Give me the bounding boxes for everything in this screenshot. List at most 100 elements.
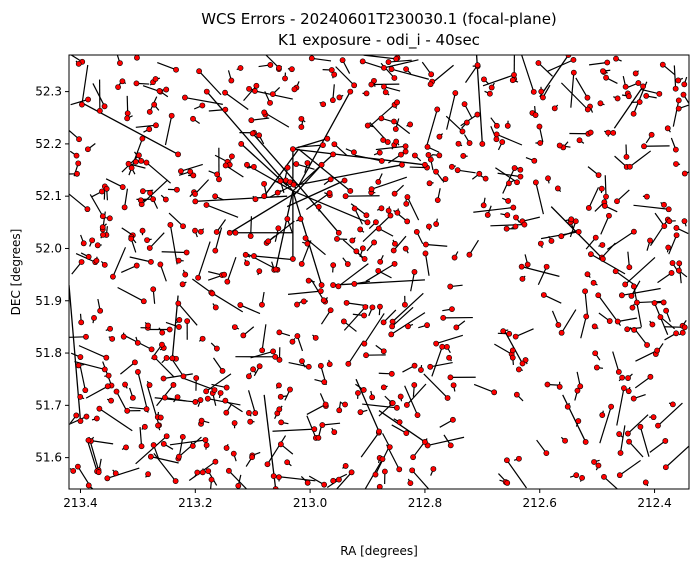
source-point	[148, 346, 155, 353]
source-point	[89, 237, 96, 244]
source-point	[506, 330, 513, 337]
error-vector	[589, 61, 608, 66]
error-vector	[128, 163, 146, 169]
source-point	[649, 321, 656, 328]
plot-area	[69, 55, 689, 489]
source-point	[364, 219, 371, 226]
source-point	[427, 156, 434, 163]
error-vector	[120, 361, 136, 375]
source-point	[353, 248, 360, 255]
source-point	[246, 85, 252, 92]
source-point	[509, 77, 516, 84]
source-point	[100, 231, 106, 238]
source-point	[599, 242, 606, 248]
error-vector	[521, 266, 560, 277]
source-point	[203, 388, 210, 395]
source-point	[77, 393, 84, 400]
source-point	[267, 62, 274, 68]
source-point	[192, 399, 199, 405]
error-vector	[177, 303, 198, 326]
source-point	[179, 281, 186, 288]
source-point	[510, 204, 517, 211]
source-point	[661, 201, 667, 208]
source-point	[270, 348, 277, 355]
error-vector	[628, 441, 644, 458]
error-vector-long	[263, 148, 300, 197]
error-vector	[482, 74, 515, 87]
source-point	[193, 375, 200, 381]
source-point	[626, 163, 633, 170]
source-point	[123, 444, 129, 451]
source-point	[637, 423, 644, 430]
error-vector-long	[333, 279, 425, 286]
error-vector	[521, 55, 535, 93]
source-point	[409, 467, 416, 474]
source-point	[85, 96, 91, 103]
source-point	[347, 88, 354, 95]
source-point	[342, 401, 348, 408]
error-vector	[639, 426, 650, 457]
x-tick-label: 212.6	[523, 496, 557, 510]
source-point	[453, 324, 460, 331]
source-point	[363, 212, 370, 219]
error-vector	[139, 427, 143, 447]
source-point	[630, 283, 637, 290]
source-point	[512, 223, 519, 230]
source-point	[250, 366, 256, 373]
source-point	[250, 163, 257, 170]
source-point	[518, 263, 525, 270]
source-point	[452, 90, 459, 96]
error-vector	[265, 55, 280, 69]
source-point	[363, 90, 370, 97]
source-point	[274, 189, 281, 196]
source-point	[222, 89, 228, 96]
error-vector	[431, 346, 443, 377]
source-point	[146, 382, 153, 388]
source-point	[251, 253, 257, 259]
source-point	[379, 456, 386, 463]
source-point	[146, 245, 153, 251]
source-point	[403, 66, 409, 73]
source-point	[284, 216, 291, 222]
source-point	[391, 75, 398, 81]
source-point	[99, 224, 106, 231]
source-point	[439, 343, 446, 350]
source-point	[284, 459, 291, 466]
source-point	[447, 374, 454, 381]
source-point	[331, 141, 338, 148]
source-point	[128, 235, 135, 242]
error-vector	[629, 150, 652, 168]
source-point	[604, 59, 611, 66]
source-point	[484, 212, 491, 218]
error-vector	[682, 94, 689, 105]
source-point	[247, 418, 254, 425]
error-vector	[657, 402, 683, 427]
source-point	[375, 178, 382, 185]
source-point	[540, 94, 546, 101]
source-point	[199, 469, 206, 476]
source-point	[413, 228, 420, 235]
source-point	[105, 372, 112, 379]
source-point	[583, 313, 590, 320]
source-point	[375, 225, 382, 232]
source-point	[267, 99, 273, 106]
source-point	[222, 106, 229, 113]
source-point	[513, 391, 520, 398]
error-vector	[81, 64, 89, 105]
source-point	[582, 439, 589, 445]
source-point	[217, 390, 224, 396]
source-point	[624, 326, 631, 333]
error-vector	[163, 373, 193, 380]
source-point	[405, 323, 411, 330]
error-vector	[411, 469, 430, 489]
source-point	[575, 228, 582, 235]
error-vector	[460, 114, 478, 127]
source-point	[124, 407, 131, 414]
source-point	[647, 237, 653, 244]
source-point	[608, 403, 615, 410]
source-point	[219, 367, 226, 374]
source-point	[342, 463, 349, 469]
source-point	[436, 133, 443, 140]
source-point	[481, 76, 487, 83]
source-point	[197, 228, 204, 235]
